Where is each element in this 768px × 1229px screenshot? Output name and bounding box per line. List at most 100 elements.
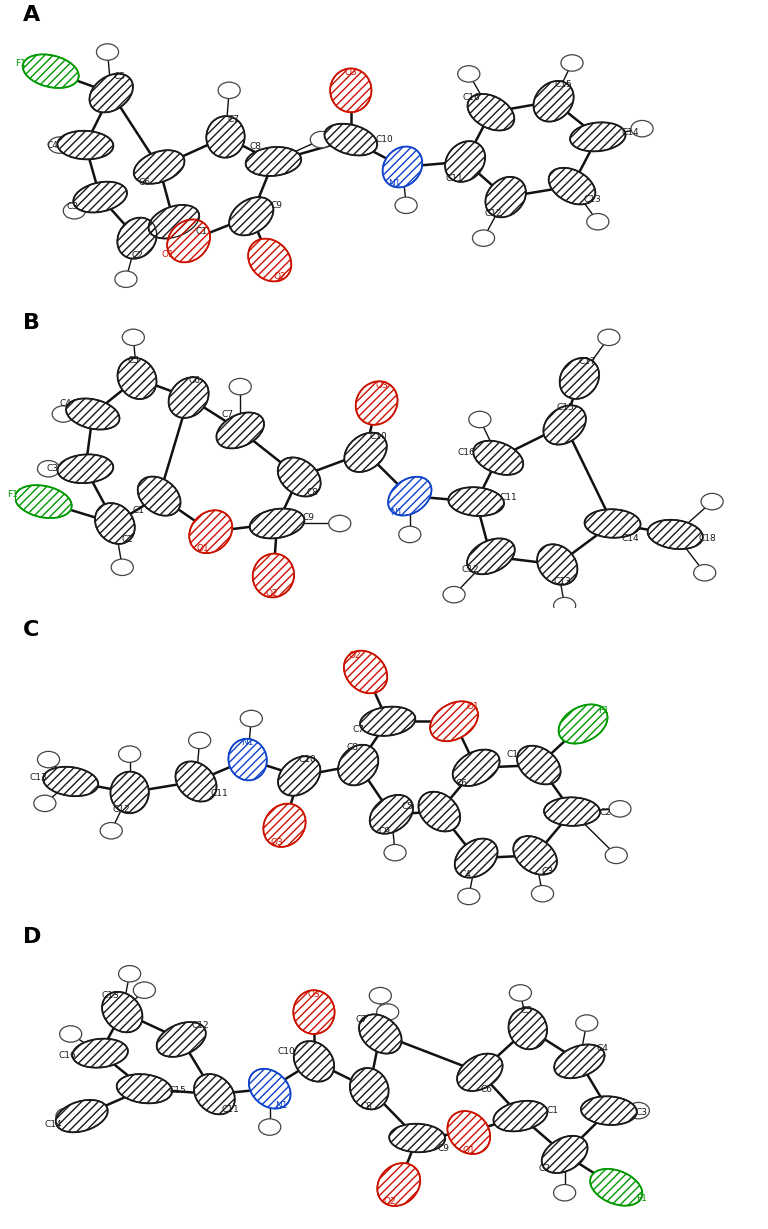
Text: C2: C2	[131, 251, 143, 261]
Text: C4: C4	[460, 870, 472, 879]
Ellipse shape	[253, 553, 294, 597]
Text: F1: F1	[598, 705, 609, 715]
Ellipse shape	[134, 150, 184, 184]
Ellipse shape	[369, 795, 413, 833]
Circle shape	[458, 65, 480, 82]
Text: C10: C10	[375, 135, 393, 144]
Ellipse shape	[584, 509, 641, 538]
Text: C15: C15	[557, 403, 574, 412]
Ellipse shape	[249, 1069, 290, 1109]
Text: F1: F1	[15, 59, 26, 68]
Text: C2: C2	[599, 807, 611, 817]
Ellipse shape	[189, 510, 232, 553]
Ellipse shape	[350, 1068, 389, 1110]
Circle shape	[34, 795, 56, 811]
Text: C2: C2	[538, 1164, 550, 1172]
Text: C7: C7	[352, 725, 364, 734]
Circle shape	[48, 136, 71, 154]
Circle shape	[598, 329, 620, 345]
Ellipse shape	[544, 406, 586, 445]
Ellipse shape	[419, 791, 460, 832]
Ellipse shape	[537, 544, 578, 585]
Ellipse shape	[73, 182, 127, 213]
Ellipse shape	[278, 756, 320, 795]
Ellipse shape	[548, 168, 595, 204]
Text: C13: C13	[554, 578, 571, 586]
Text: C10: C10	[369, 431, 388, 441]
Ellipse shape	[15, 485, 71, 519]
Circle shape	[694, 564, 716, 581]
Ellipse shape	[344, 433, 387, 472]
Circle shape	[52, 406, 74, 423]
Text: C4: C4	[60, 399, 71, 408]
Text: C11: C11	[445, 173, 463, 183]
Circle shape	[605, 847, 627, 864]
Text: C13: C13	[101, 992, 119, 1000]
Ellipse shape	[263, 804, 306, 847]
Text: C: C	[23, 619, 39, 640]
Ellipse shape	[344, 650, 387, 693]
Text: C6: C6	[189, 376, 201, 385]
Text: C11: C11	[221, 1105, 239, 1115]
Ellipse shape	[467, 538, 515, 574]
Text: C11: C11	[499, 493, 517, 501]
Ellipse shape	[445, 141, 485, 182]
Circle shape	[60, 1026, 81, 1042]
Ellipse shape	[457, 1053, 502, 1091]
Text: C7: C7	[355, 1015, 367, 1024]
Text: C17: C17	[578, 356, 596, 366]
Text: C16: C16	[463, 93, 481, 102]
Circle shape	[369, 987, 392, 1004]
Circle shape	[118, 746, 141, 762]
Text: O2: O2	[273, 273, 286, 281]
Ellipse shape	[356, 381, 398, 425]
Ellipse shape	[169, 377, 209, 418]
Ellipse shape	[359, 1014, 402, 1053]
Text: C6: C6	[455, 779, 467, 788]
Ellipse shape	[246, 147, 301, 176]
Text: C12: C12	[191, 1020, 209, 1030]
Circle shape	[554, 1185, 576, 1201]
Circle shape	[509, 984, 531, 1002]
Text: O1: O1	[467, 703, 479, 712]
Text: C15: C15	[554, 80, 572, 88]
Circle shape	[472, 230, 495, 246]
Circle shape	[384, 844, 406, 860]
Circle shape	[609, 800, 631, 817]
Text: C5: C5	[127, 356, 140, 365]
Text: C18: C18	[699, 533, 717, 543]
Ellipse shape	[570, 123, 626, 151]
Circle shape	[115, 270, 137, 288]
Text: C4: C4	[46, 140, 58, 150]
Text: O2: O2	[349, 651, 362, 660]
Text: C13: C13	[30, 773, 48, 782]
Text: C16: C16	[58, 1051, 76, 1059]
Ellipse shape	[293, 991, 335, 1034]
Ellipse shape	[207, 116, 245, 157]
Ellipse shape	[137, 477, 180, 516]
Ellipse shape	[554, 1045, 604, 1078]
Text: C1: C1	[546, 1106, 558, 1116]
Circle shape	[56, 1107, 78, 1125]
Text: C5: C5	[114, 71, 126, 81]
Ellipse shape	[157, 1023, 206, 1057]
Text: D: D	[23, 927, 41, 948]
Text: C12: C12	[461, 565, 478, 574]
Text: C3: C3	[46, 465, 58, 473]
Circle shape	[395, 197, 417, 214]
Circle shape	[134, 982, 155, 998]
Circle shape	[38, 461, 60, 477]
Ellipse shape	[517, 746, 561, 784]
Ellipse shape	[513, 836, 557, 875]
Ellipse shape	[175, 762, 217, 801]
Ellipse shape	[228, 739, 266, 780]
Ellipse shape	[111, 772, 149, 814]
Text: C9: C9	[302, 512, 314, 521]
Text: C4: C4	[597, 1045, 609, 1053]
Text: O3: O3	[307, 991, 320, 999]
Ellipse shape	[102, 992, 142, 1032]
Ellipse shape	[43, 767, 98, 796]
Circle shape	[554, 597, 576, 613]
Circle shape	[218, 82, 240, 98]
Ellipse shape	[508, 1008, 547, 1050]
